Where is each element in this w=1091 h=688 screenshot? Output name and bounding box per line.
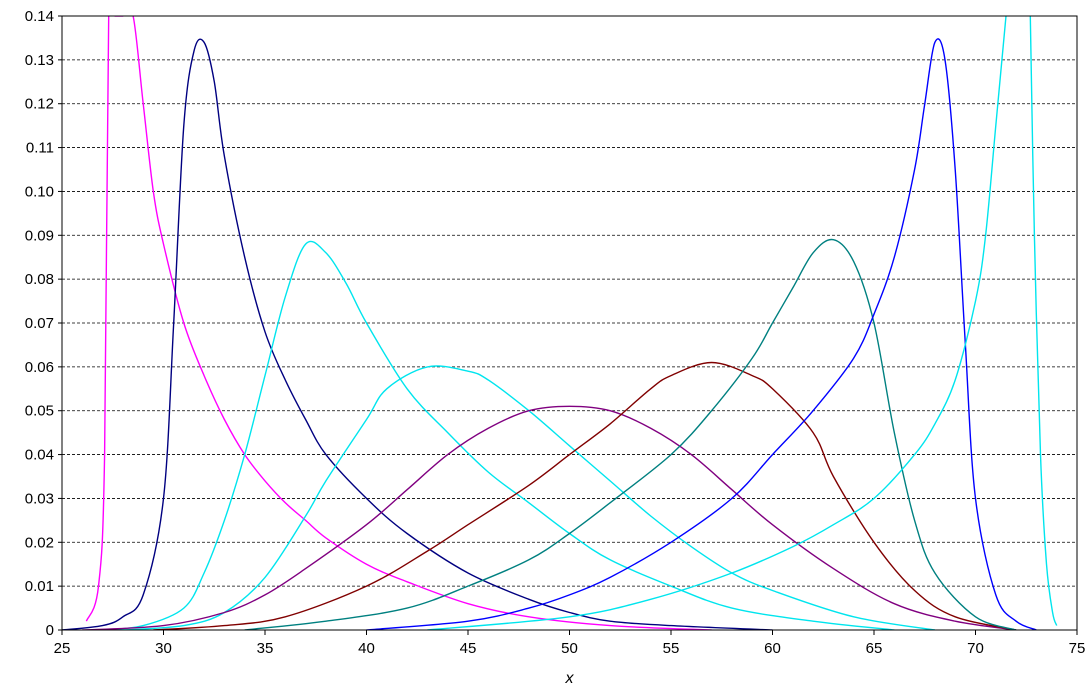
y-tick-label: 0.13 xyxy=(25,52,54,69)
y-tick-label: 0.03 xyxy=(25,490,54,507)
y-tick-labels: 0 0.01 0.02 0.03 0.04 0.05 0.06 0.07 0.08 0.09 0.1… xyxy=(25,8,54,639)
x-axis-title: x xyxy=(565,670,575,687)
y-tick-label: 0.01 xyxy=(25,578,54,595)
series-line-6 xyxy=(153,361,1017,630)
series-line-10 xyxy=(1029,16,1058,626)
x-tick-label: 30 xyxy=(155,640,172,657)
series-group xyxy=(62,16,1058,630)
x-tick-label: 25 xyxy=(54,640,71,657)
y-tick-label: 0.14 xyxy=(25,8,54,25)
series-line-4 xyxy=(122,365,936,630)
plot-area-border xyxy=(61,15,1078,631)
series-line-7 xyxy=(244,238,1017,630)
y-tick-label: 0.05 xyxy=(25,403,54,420)
x-tick-label: 35 xyxy=(257,640,274,657)
x-tick-label: 65 xyxy=(866,640,883,657)
y-tick-label: 0.10 xyxy=(25,183,54,200)
series-line-3 xyxy=(102,240,895,630)
y-tick-label: 0.11 xyxy=(26,140,54,157)
x-tick-label: 40 xyxy=(358,640,375,657)
x-tick-label: 50 xyxy=(561,640,578,657)
y-tick-label: 0.06 xyxy=(25,359,54,376)
x-tick-label: 75 xyxy=(1069,640,1086,657)
series-line-5 xyxy=(82,405,1017,630)
series-line-9 xyxy=(427,16,1007,630)
y-tick-label: 0.07 xyxy=(25,315,54,332)
x-tick-label: 70 xyxy=(967,640,984,657)
axes xyxy=(58,15,1078,635)
series-line-8 xyxy=(366,38,1037,630)
series-line-2 xyxy=(62,38,773,630)
y-tick-label: 0.08 xyxy=(25,271,54,288)
x-tick-labels: 25 30 35 40 45 50 55 60 65 70 75 xyxy=(54,640,1086,657)
y-tick-label: 0.02 xyxy=(25,534,54,551)
x-tick-label: 45 xyxy=(460,640,477,657)
series-line-1 xyxy=(85,16,712,630)
x-tick-label: 55 xyxy=(663,640,680,657)
x-tick-label: 60 xyxy=(764,640,781,657)
y-tick-label: 0.09 xyxy=(25,227,54,244)
y-tick-label: 0 xyxy=(46,622,54,639)
y-tick-label: 0.12 xyxy=(25,96,54,113)
y-tick-label: 0.04 xyxy=(25,447,54,464)
